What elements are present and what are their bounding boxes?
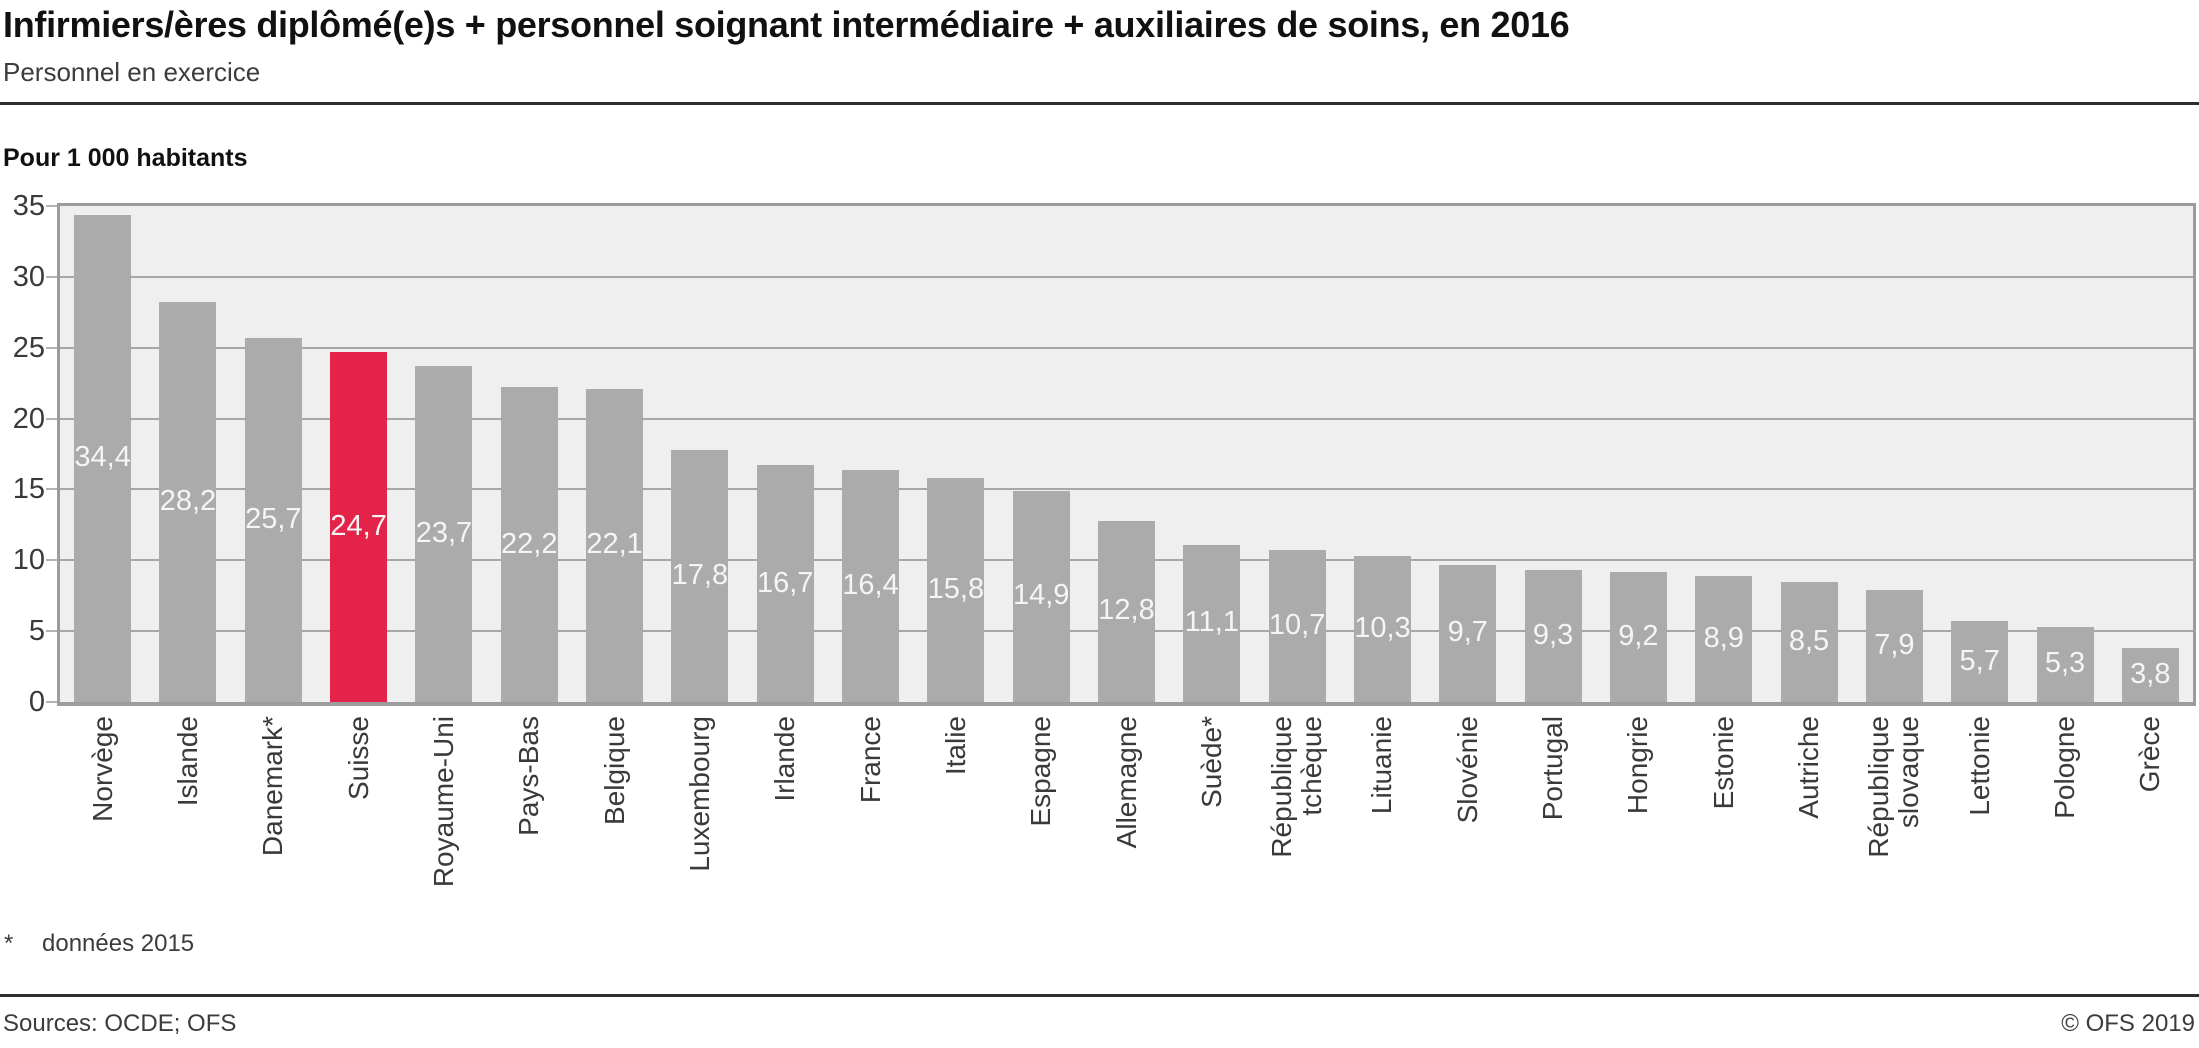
bar-suède*: 11,1 [1183, 544, 1241, 702]
y-tick-label-30: 30 [12, 260, 45, 293]
bar-value-label: 16,7 [756, 566, 814, 599]
y-tick-label-25: 25 [12, 331, 45, 364]
bar-value-label: 25,7 [245, 502, 302, 535]
bar-république-slovaque: 7,9 [1865, 590, 1923, 702]
bar-italie: 15,8 [927, 478, 985, 702]
y-tick-mark-20 [46, 417, 57, 420]
y-tick-label-5: 5 [28, 615, 45, 648]
y-tick-label-10: 10 [12, 544, 45, 577]
bar-value-label: 10,7 [1268, 609, 1326, 642]
bar-hongrie: 9,2 [1609, 571, 1667, 702]
bar-value-label: 22,1 [586, 528, 643, 561]
bar-value-label: 10,3 [1354, 612, 1411, 645]
bar-value-label: 34,4 [74, 441, 131, 474]
plot-area: 34,4 28,2 25,7 24,7 23,7 22,2 22,1 17,8 16,7 16,4… [57, 203, 2196, 706]
bar-suisse: 24,7 [330, 351, 388, 702]
y-tick-label-20: 20 [12, 402, 45, 435]
bar-value-label: 9,2 [1618, 619, 1659, 652]
x-label-estonie: Estonie [1707, 716, 1739, 810]
bar-value-label: 28,2 [159, 485, 217, 518]
bar-lettonie: 5,7 [1951, 621, 2009, 702]
gridline-30 [60, 275, 2193, 278]
bar-value-label: 8,9 [1703, 621, 1744, 654]
x-label-suisse: Suisse [342, 716, 374, 801]
bar-value-label: 7,9 [1874, 629, 1915, 662]
x-label-italie: Italie [939, 716, 971, 776]
gridline-15 [60, 488, 2193, 491]
y-tick-mark-30 [46, 275, 57, 278]
gridline-25 [60, 346, 2193, 349]
y-tick-mark-10 [46, 559, 57, 562]
footer-sources: Sources: OCDE; OFS [3, 1010, 237, 1037]
bar-value-label: 24,7 [330, 509, 387, 542]
footnote: * données 2015 [4, 930, 194, 958]
y-tick-mark-5 [46, 630, 57, 633]
page-subtitle: Personnel en exercice [3, 57, 261, 87]
footnote-marker: * [4, 930, 14, 957]
x-label-irlande: Irlande [769, 716, 801, 802]
bar-lituanie: 10,3 [1353, 556, 1411, 702]
bar-value-label: 5,7 [1959, 644, 2000, 677]
bar-france: 16,4 [842, 469, 900, 702]
bar-autriche: 8,5 [1780, 581, 1838, 702]
bar-value-label: 16,4 [842, 568, 899, 601]
bar-islande: 28,2 [159, 302, 217, 702]
y-tick-mark-15 [46, 488, 57, 491]
y-tick-label-0: 0 [28, 686, 45, 718]
x-label-lituanie: Lituanie [1366, 716, 1398, 815]
y-tick-label-35: 35 [12, 190, 45, 222]
bar-slovénie: 9,7 [1439, 564, 1497, 702]
y-tick-mark-35 [46, 205, 57, 207]
bar-irlande: 16,7 [756, 465, 814, 702]
bar-norvège: 34,4 [74, 214, 132, 702]
y-tick-mark-0 [46, 701, 57, 703]
bar-value-label: 11,1 [1184, 606, 1239, 639]
bar-value-label: 9,3 [1532, 619, 1574, 652]
y-axis-title: Pour 1 000 habitants [3, 144, 248, 172]
bar-royaume-uni: 23,7 [415, 366, 473, 702]
bar-pays-bas: 22,2 [500, 387, 558, 702]
x-label-hongrie: Hongrie [1622, 716, 1654, 815]
bar-value-label: 14,9 [1012, 579, 1070, 612]
bar-danemark*: 25,7 [244, 337, 302, 702]
y-tick-label-15: 15 [12, 473, 45, 506]
bar-value-label: 8,5 [1788, 624, 1830, 657]
footnote-text: données 2015 [42, 930, 195, 957]
bar-value-label: 23,7 [415, 517, 473, 550]
bar-value-label: 15,8 [927, 573, 985, 606]
header-divider [0, 102, 2199, 105]
bar-république-tchèque: 10,7 [1268, 550, 1326, 702]
bar-value-label: 22,2 [501, 527, 558, 560]
bar-value-label: 9,7 [1447, 616, 1488, 649]
x-label-france: France [854, 716, 886, 804]
bar-value-label: 12,8 [1098, 594, 1155, 627]
bar-pologne: 5,3 [2036, 626, 2094, 702]
gridline-20 [60, 417, 2193, 420]
x-label-grèce: Grèce [2134, 716, 2166, 793]
bar-espagne: 14,9 [1012, 490, 1070, 702]
y-tick-mark-25 [46, 346, 57, 349]
bar-value-label: 17,8 [671, 558, 729, 591]
page-title: Infirmiers/ères diplômé(e)s + personnel … [3, 4, 1570, 45]
bar-belgique: 22,1 [586, 388, 644, 702]
bar-luxembourg: 17,8 [671, 449, 729, 702]
bar-allemagne: 12,8 [1098, 520, 1155, 702]
bar-grèce: 3,8 [2121, 648, 2179, 702]
footer-copyright: © OFS 2019 [2061, 1010, 2195, 1037]
bar-value-label: 3,8 [2130, 658, 2171, 691]
bar-portugal: 9,3 [1524, 570, 1582, 702]
bar-estonie: 8,9 [1695, 575, 1753, 702]
bar-value-label: 5,3 [2044, 647, 2086, 680]
footer-divider [0, 994, 2199, 997]
x-label-islande: Islande [171, 716, 203, 807]
